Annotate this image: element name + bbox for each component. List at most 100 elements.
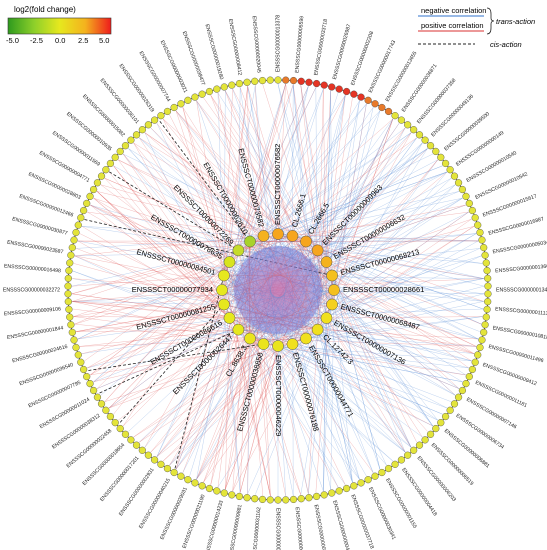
correlation-edge xyxy=(305,301,484,339)
inner-transcript-node xyxy=(286,338,299,350)
outer-gene-node xyxy=(258,76,267,85)
outer-gene-node xyxy=(350,90,358,98)
outer-gene-node xyxy=(121,142,130,150)
correlation-edge xyxy=(225,90,318,251)
outer-gene-node xyxy=(191,93,199,101)
outer-gene-node xyxy=(437,153,445,161)
outer-gene-node xyxy=(404,451,412,459)
outer-gene-node xyxy=(67,321,75,329)
outer-gene-label: ENSSSCG00000038477 xyxy=(181,31,206,87)
correlation-edge xyxy=(292,92,339,236)
outer-gene-node xyxy=(243,494,251,502)
correlation-edge xyxy=(196,100,279,235)
outer-gene-node xyxy=(421,436,429,444)
outer-gene-node xyxy=(251,77,259,85)
outer-gene-node xyxy=(282,76,290,84)
correlation-edge xyxy=(139,137,307,242)
correlation-edge xyxy=(175,110,333,276)
outer-gene-node xyxy=(297,77,305,85)
outer-gene-node xyxy=(328,489,336,497)
outer-gene-label: ENSSSCG00000010542 xyxy=(474,171,528,201)
outer-gene-label: ENSSSCG00000005034 xyxy=(492,240,547,256)
core-edge xyxy=(249,241,333,276)
correlation-edge xyxy=(305,241,433,427)
core-edge xyxy=(238,235,293,330)
correlation-edge xyxy=(217,92,327,263)
correlation-edge xyxy=(317,178,452,251)
correlation-edge xyxy=(317,184,456,330)
correlation-edge xyxy=(72,289,223,302)
outer-gene-label: ENSSSCG00000009412 xyxy=(482,362,538,387)
correlation-edge xyxy=(144,132,264,237)
correlation-edge xyxy=(150,343,264,453)
correlation-edge xyxy=(305,338,360,480)
correlation-edge xyxy=(317,329,374,473)
correlation-edge xyxy=(331,275,417,443)
correlation-edge xyxy=(300,289,335,495)
correlation-edge xyxy=(169,114,239,251)
outer-gene-label: ENSSSCG00000008412 xyxy=(227,19,243,76)
correlation-edge xyxy=(104,261,230,402)
outer-gene-label: ENSSSCG00000019280 xyxy=(204,24,225,81)
outer-gene-node xyxy=(410,126,418,134)
outer-gene-node xyxy=(480,244,488,252)
inner-transcript-node xyxy=(232,244,245,257)
outer-gene-node xyxy=(228,491,236,499)
correlation-edge xyxy=(285,84,327,263)
outer-gene-node xyxy=(391,460,399,468)
core-edge xyxy=(277,233,333,305)
outer-gene-node xyxy=(471,358,479,366)
core-edge xyxy=(223,304,279,347)
correlation-edge xyxy=(118,159,264,237)
correlation-edge xyxy=(223,275,271,496)
correlation-edge xyxy=(292,235,484,279)
correlation-edge xyxy=(333,289,433,427)
fold-change-legend-title: log2(fold change) xyxy=(14,5,76,14)
outer-gene-label: ENSSSCG00000037718 xyxy=(349,494,374,550)
dense-core-edges xyxy=(234,246,322,334)
outer-gene-node xyxy=(220,83,228,91)
connection-legend: negative correlation positive correlatio… xyxy=(418,6,535,49)
correlation-edge xyxy=(277,345,286,496)
outer-gene-node xyxy=(482,259,490,267)
outer-gene-node xyxy=(86,380,94,388)
outer-gene-node xyxy=(483,267,491,275)
outer-gene-node xyxy=(111,419,119,427)
core-edge xyxy=(223,241,307,276)
correlation-edge xyxy=(144,132,225,305)
correlation-edge xyxy=(305,316,483,339)
correlation-edge xyxy=(333,289,466,376)
correlation-edge xyxy=(123,153,251,339)
correlation-edge xyxy=(305,293,485,339)
correlation-edge xyxy=(263,171,447,237)
correlation-edge xyxy=(326,317,456,396)
correlation-edge xyxy=(113,165,230,319)
outer-gene-node xyxy=(205,87,214,96)
outer-gene-node xyxy=(89,386,98,395)
correlation-edge xyxy=(73,261,230,317)
inner-transcript-node xyxy=(286,230,299,242)
correlation-edge xyxy=(144,132,293,237)
outer-gene-label: ENSSSCG00000009881 xyxy=(228,504,244,550)
correlation-edge xyxy=(317,250,483,264)
correlation-edge xyxy=(308,329,318,494)
core-edge xyxy=(249,241,327,319)
outer-gene-label: ENSSSCG00000032272 xyxy=(3,287,60,293)
outer-gene-node xyxy=(371,472,379,480)
correlation-edge xyxy=(292,235,438,421)
correlation-edge xyxy=(223,87,317,276)
correlation-edge xyxy=(305,241,482,325)
correlation-edge xyxy=(305,226,475,339)
legend-tick-label: -5.0 xyxy=(6,36,19,45)
inner-transcript-label: ENSSSCT00000028661 xyxy=(343,285,424,294)
outer-gene-node xyxy=(235,79,244,88)
outer-gene-node xyxy=(478,236,486,244)
correlation-edge xyxy=(229,317,301,495)
correlation-edge xyxy=(196,345,279,480)
core-edge xyxy=(317,250,327,319)
correlation-edge xyxy=(232,88,318,251)
outer-gene-node xyxy=(289,76,298,85)
correlation-edge xyxy=(238,87,241,251)
inner-transcript-node xyxy=(257,338,270,350)
outer-gene-node xyxy=(83,199,91,208)
